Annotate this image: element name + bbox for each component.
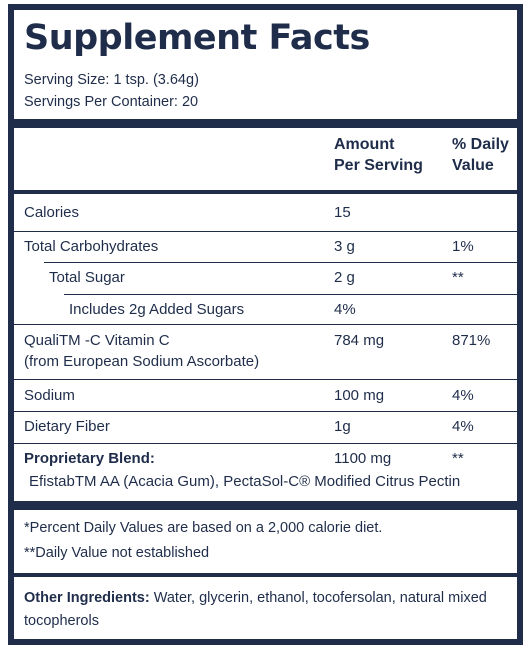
panel-title: Supplement Facts bbox=[24, 18, 370, 58]
divider-other-ingredients bbox=[14, 573, 517, 577]
row-divider bbox=[14, 410, 517, 412]
divider-header bbox=[14, 190, 517, 194]
blend-name: Proprietary Blend: bbox=[24, 450, 155, 467]
servings-per-container: Servings Per Container: 20 bbox=[24, 94, 199, 110]
row-divider bbox=[14, 442, 517, 444]
nutrient-amount: 1g bbox=[334, 418, 351, 435]
other-ingredients-text: Water, glycerin, ethanol, tocofersolan, … bbox=[24, 590, 487, 629]
nutrient-daily-value: ** bbox=[452, 269, 464, 286]
divider-thick-bottom bbox=[14, 501, 517, 510]
nutrient-daily-value: 871% bbox=[452, 332, 491, 349]
nutrient-amount: 15 bbox=[334, 204, 351, 221]
other-ingredients-label: Other Ingredients: bbox=[24, 590, 150, 606]
row-divider bbox=[14, 378, 517, 380]
nutrient-name: Includes 2g Added Sugars bbox=[69, 301, 245, 318]
nutrient-daily-value: 1% bbox=[452, 238, 474, 255]
row-divider bbox=[14, 323, 517, 325]
supplement-facts-panel: Supplement Facts Serving Size: 1 tsp. (3… bbox=[8, 4, 523, 645]
serving-size: Serving Size: 1 tsp. (3.64g) bbox=[24, 72, 199, 88]
nutrient-row: Total Sugar 2 g ** bbox=[14, 263, 517, 295]
row-divider bbox=[64, 293, 517, 295]
row-divider bbox=[14, 230, 517, 232]
dv-header-line2: Value bbox=[452, 157, 494, 174]
divider-thick-top bbox=[14, 119, 517, 128]
dv-header-line1: % Daily bbox=[452, 136, 509, 153]
nutrient-amount: 784 mg bbox=[334, 332, 385, 349]
nutrient-name: Calories bbox=[24, 204, 80, 221]
other-ingredients: Other Ingredients: Water, glycerin, etha… bbox=[24, 587, 504, 633]
amount-header: Amount Per Serving bbox=[334, 134, 423, 176]
row-divider bbox=[44, 261, 517, 263]
nutrient-name: Total Carbohydrates bbox=[24, 238, 159, 255]
nutrient-amount: 4% bbox=[334, 301, 356, 318]
amount-header-line2: Per Serving bbox=[334, 157, 423, 174]
daily-value-header: % Daily Value bbox=[452, 134, 509, 176]
nutrient-name: Sodium bbox=[24, 387, 75, 404]
amount-header-line1: Amount bbox=[334, 136, 395, 153]
nutrient-amount: 3 g bbox=[334, 238, 355, 255]
nutrient-amount: 100 mg bbox=[334, 387, 385, 404]
nutrient-row: Total Carbohydrates 3 g 1% bbox=[14, 232, 517, 263]
nutrient-daily-value: 4% bbox=[452, 387, 474, 404]
nutrient-name: QualiTM -C Vitamin C bbox=[24, 332, 170, 349]
nutrient-name: Dietary Fiber bbox=[24, 418, 110, 435]
nutrient-row: Dietary Fiber 1g 4% bbox=[14, 412, 517, 444]
nutrient-row: Includes 2g Added Sugars 4% bbox=[14, 295, 517, 325]
nutrient-row: Sodium 100 mg 4% bbox=[14, 380, 517, 412]
nutrient-amount: 2 g bbox=[334, 269, 355, 286]
nutrient-row: QualiTM -C Vitamin C (from European Sodi… bbox=[14, 325, 517, 380]
blend-ingredients: EfistabTM AA (Acacia Gum), PectaSol-C® M… bbox=[29, 473, 461, 490]
nutrient-row: Calories 15 bbox=[14, 200, 517, 232]
nutrient-name: Total Sugar bbox=[49, 269, 125, 286]
nutrient-daily-value: ** bbox=[452, 450, 464, 467]
nutrient-row: Proprietary Blend: EfistabTM AA (Acacia … bbox=[14, 444, 517, 500]
footnote-not-established: **Daily Value not established bbox=[24, 545, 210, 561]
nutrient-source: (from European Sodium Ascorbate) bbox=[24, 353, 260, 370]
nutrient-daily-value: 4% bbox=[452, 418, 474, 435]
footnote-daily-value: *Percent Daily Values are based on a 2,0… bbox=[24, 520, 383, 536]
nutrient-amount: 1100 mg bbox=[334, 450, 392, 467]
